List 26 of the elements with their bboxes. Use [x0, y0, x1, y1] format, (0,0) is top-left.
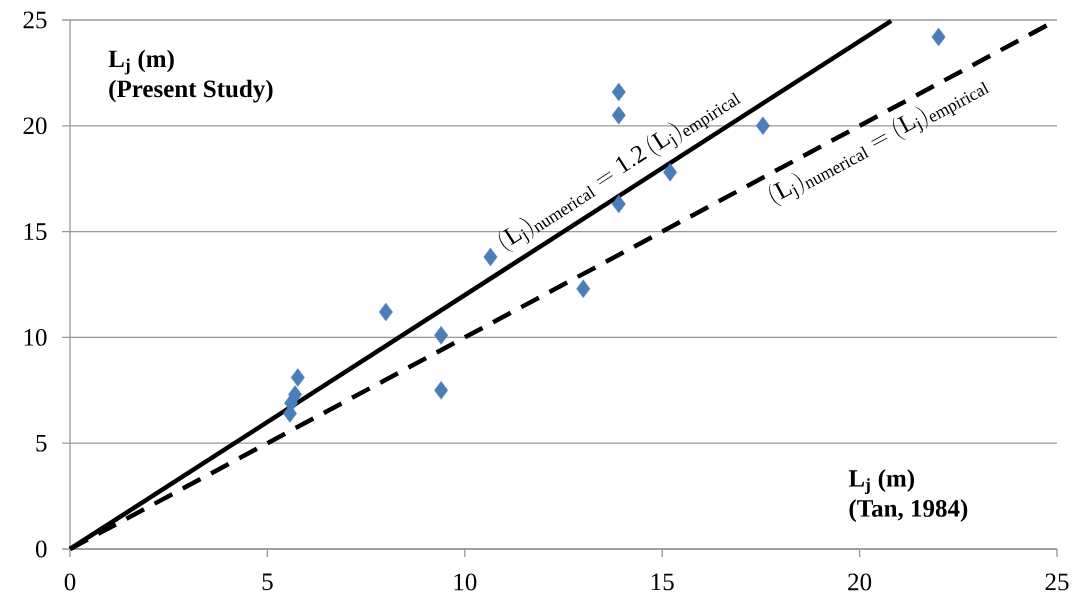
y-tick-label: 0 [35, 540, 47, 558]
point [434, 381, 449, 400]
y-tick-label: 15 [24, 223, 47, 240]
point [576, 279, 591, 298]
point [290, 368, 305, 387]
point [288, 385, 302, 404]
x-tick-label: 15 [651, 573, 674, 591]
point [378, 302, 393, 322]
x-tick-label: 20 [848, 573, 872, 591]
annotation: (Present Study) [109, 79, 273, 103]
x-tick-label: 5 [262, 573, 273, 591]
y-tick-label: 20 [23, 117, 47, 135]
point [434, 326, 449, 345]
point [755, 116, 770, 135]
x-tick-label: 0 [64, 573, 76, 591]
point [483, 247, 498, 267]
y-axis-title: L$_{j}$ (m) [108, 49, 174, 75]
annotation: (Tan, 1984) [849, 499, 968, 522]
point [931, 27, 946, 47]
x-tick-label: 25 [1045, 573, 1069, 591]
y-tick-label: 25 [23, 11, 47, 29]
annotation: $\mathrm{(L_{j})_{numerical} = (L_{j})_{empirical}}$ [769, 81, 990, 206]
y-tick-label: 10 [24, 328, 47, 346]
x-tick-label: 10 [454, 573, 477, 591]
y-tick-label: 5 [36, 434, 47, 452]
x-axis-title: L$_{j}$ (m) [848, 469, 915, 495]
